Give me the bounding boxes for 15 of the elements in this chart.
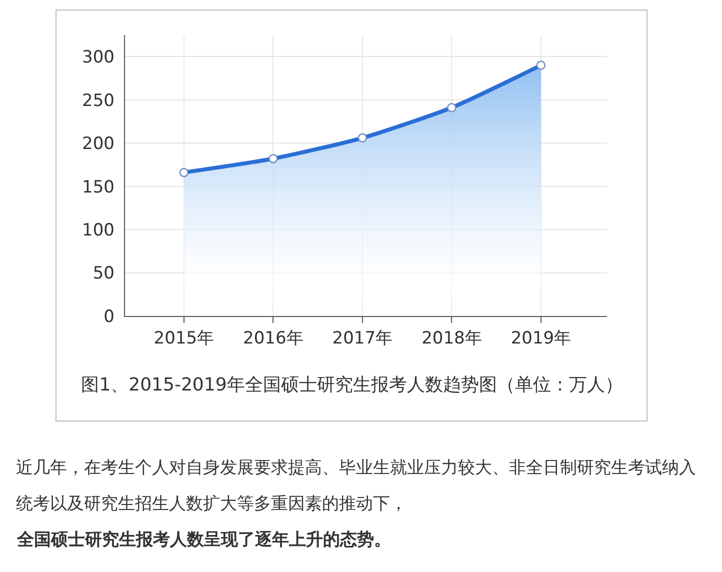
text: 全国硕士研究生报考人数呈现了逐年上升的态势。 [16, 530, 391, 550]
x-tick-label: 2017年 [332, 328, 393, 348]
y-tick-label: 200 [82, 134, 114, 154]
x-tick-label: 2019年 [510, 328, 572, 348]
y-tick-label: 150 [82, 177, 114, 198]
y-tick-label: 0 [104, 306, 114, 327]
y-tick-label: 100 [82, 220, 114, 240]
x-tick-label: 2018年 [422, 328, 482, 348]
x-tick-label: 2016年 [243, 328, 304, 348]
x-tick-label: 2015年 [154, 328, 214, 348]
y-tick-label: 250 [82, 90, 114, 111]
y-tick-label: 50 [92, 264, 114, 284]
text: 近几年，在考生个人对自身发展要求提高、毕业生就业压力较大、非全日制研究生考试纳入统考以及研究生招生人数扩大等多重因素的推动下， [16, 458, 696, 514]
y-tick-label: 300 [82, 48, 114, 68]
text: 图1、2015-2019年全国硕士研究生报考人数趋势图（单位：万人） [81, 374, 623, 396]
